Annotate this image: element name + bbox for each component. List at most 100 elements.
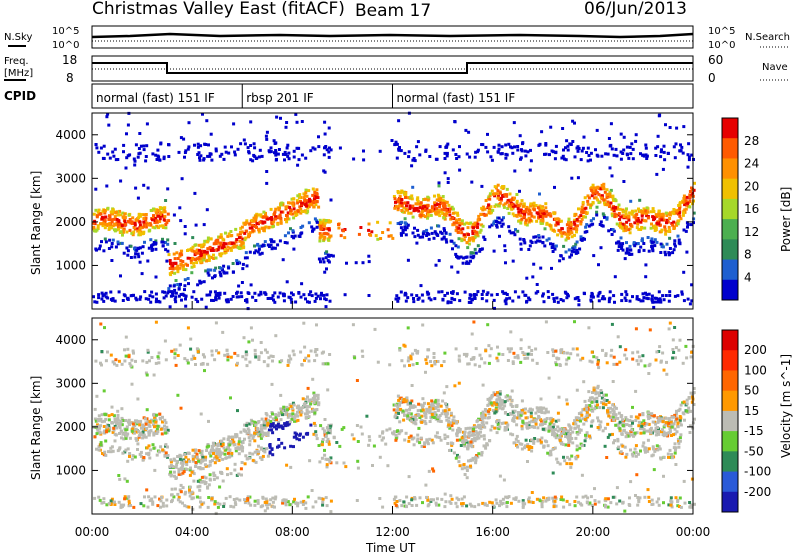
data-cell [322, 260, 326, 264]
data-cell [179, 252, 182, 256]
data-cell [551, 150, 555, 154]
data-cell [331, 254, 335, 258]
data-cell [106, 222, 110, 226]
data-cell [468, 502, 472, 506]
data-cell [673, 432, 677, 436]
data-cell [119, 420, 123, 423]
data-cell [497, 216, 501, 220]
data-cell [367, 294, 371, 297]
data-cell [287, 358, 291, 362]
data-cell [573, 218, 577, 222]
data-cell [271, 496, 275, 500]
data-cell [590, 194, 594, 198]
data-cell [208, 463, 212, 467]
data-cell [299, 200, 302, 203]
data-cell [323, 231, 327, 235]
data-cell [268, 443, 272, 446]
data-cell [303, 203, 307, 207]
data-cell [396, 394, 400, 398]
data-cell [405, 226, 409, 230]
data-cell [534, 204, 538, 207]
data-cell [506, 207, 510, 210]
data-cell [270, 447, 274, 451]
data-cell [634, 419, 638, 422]
data-cell [487, 361, 491, 365]
data-cell [161, 290, 165, 294]
data-cell [205, 119, 209, 123]
data-cell [624, 348, 628, 352]
data-cell [256, 250, 260, 254]
data-cell [402, 500, 406, 504]
data-cell [530, 425, 534, 428]
data-cell [102, 501, 106, 504]
data-cell [224, 242, 228, 246]
data-cell [615, 222, 619, 226]
data-cell [532, 215, 536, 219]
data-cell [463, 222, 466, 226]
data-cell [583, 230, 587, 234]
data-cell [406, 399, 410, 403]
data-cell [142, 217, 146, 220]
data-cell [587, 196, 591, 200]
data-cell [501, 290, 505, 294]
data-cell [592, 186, 596, 190]
data-cell [241, 237, 245, 241]
data-cell [218, 455, 222, 459]
data-cell [476, 244, 480, 248]
data-cell [177, 287, 181, 291]
data-cell [104, 291, 108, 295]
data-cell [200, 256, 204, 260]
data-cell [149, 448, 153, 452]
data-cell [586, 159, 590, 163]
data-cell [623, 353, 627, 357]
data-cell [452, 421, 456, 425]
data-cell [439, 210, 443, 214]
data-cell [307, 415, 311, 419]
data-cell [329, 148, 333, 152]
data-cell [444, 412, 447, 416]
data-cell [315, 220, 319, 224]
data-cell [520, 424, 524, 428]
data-cell [166, 291, 170, 295]
data-cell [528, 209, 531, 213]
data-cell [307, 221, 311, 225]
data-cell [408, 204, 412, 208]
data-cell [548, 224, 552, 228]
data-cell [261, 226, 265, 230]
data-cell [480, 297, 484, 301]
data-cell [188, 473, 192, 477]
data-cell [103, 211, 107, 215]
data-cell [300, 153, 304, 157]
data-cell [121, 215, 125, 219]
data-cell [514, 496, 518, 500]
data-cell [605, 217, 609, 221]
data-cell [676, 425, 680, 429]
data-cell [523, 241, 527, 245]
data-cell [658, 113, 662, 117]
data-cell [266, 421, 270, 425]
data-cell [430, 399, 434, 403]
data-cell [437, 290, 441, 294]
data-cell [426, 504, 430, 508]
data-cell [183, 288, 186, 292]
data-cell [504, 302, 508, 306]
data-cell [313, 147, 317, 151]
data-cell [186, 263, 189, 267]
data-cell [611, 206, 615, 210]
data-cell [579, 419, 582, 423]
data-cell [476, 148, 480, 152]
data-cell [309, 402, 313, 406]
data-cell [339, 234, 343, 238]
data-cell [562, 430, 565, 434]
data-cell [589, 206, 592, 210]
data-cell [688, 190, 692, 193]
data-cell [564, 238, 568, 242]
data-cell [672, 446, 676, 450]
data-cell [635, 295, 639, 299]
data-cell [110, 298, 114, 302]
data-cell [539, 266, 543, 270]
data-cell [315, 323, 318, 327]
data-cell [458, 299, 462, 303]
data-cell [433, 194, 436, 198]
